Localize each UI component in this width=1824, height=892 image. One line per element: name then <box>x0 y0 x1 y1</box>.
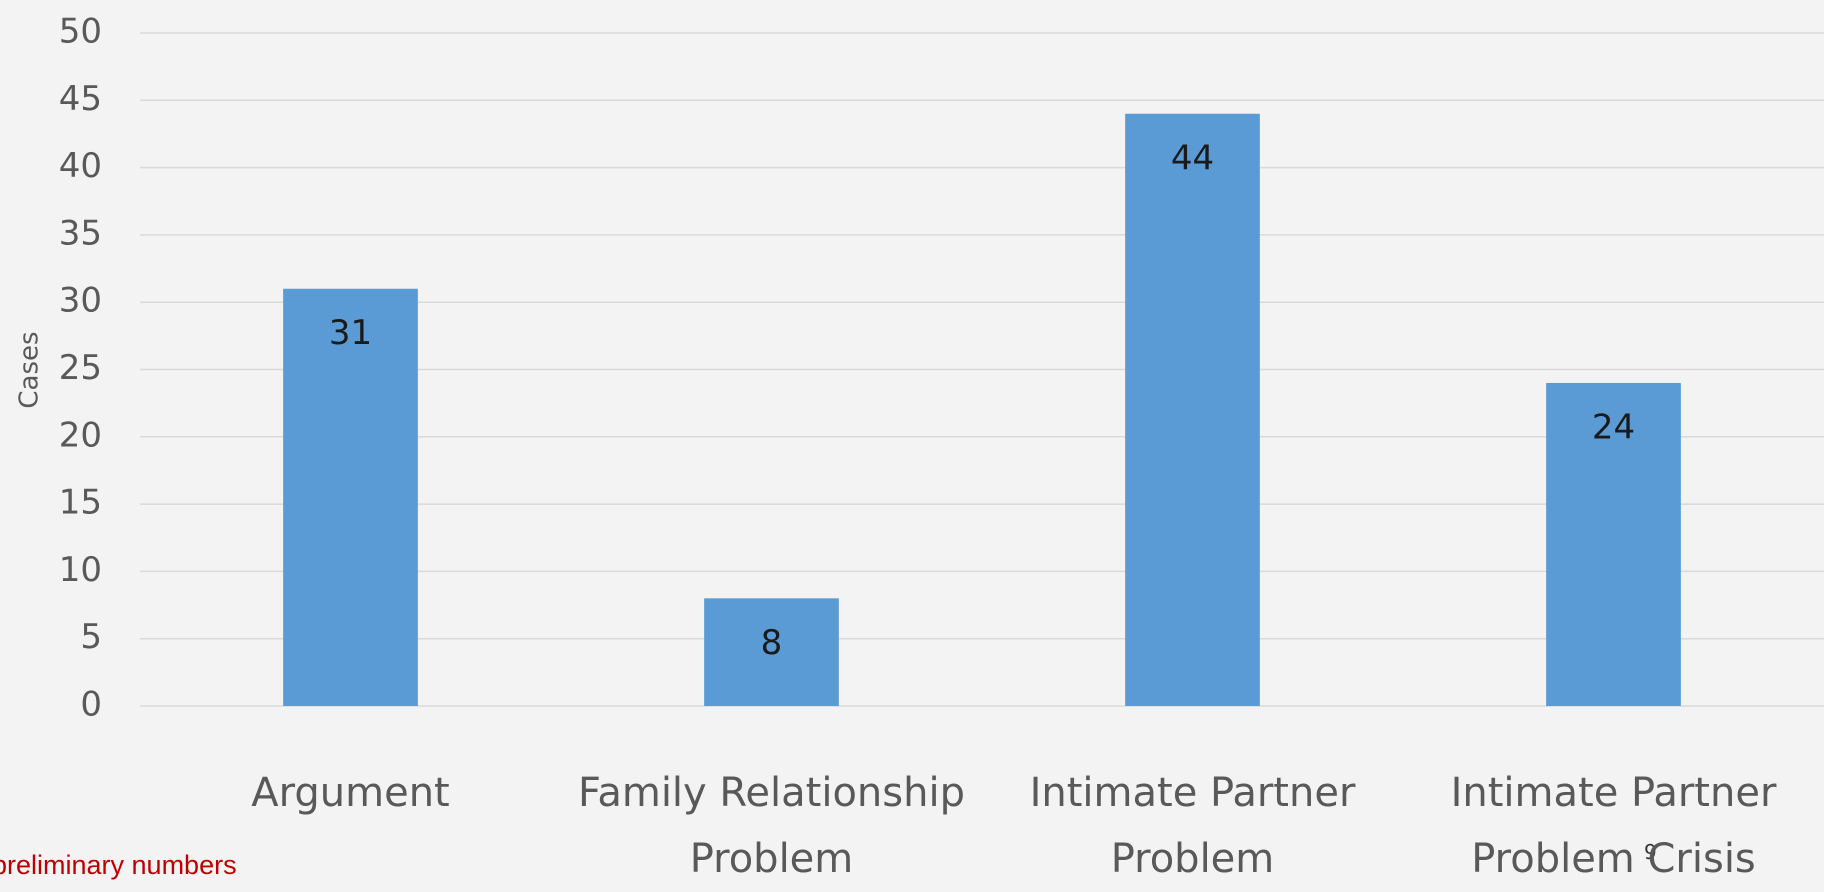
y-tick-label: 40 <box>59 146 102 186</box>
bar <box>1546 382 1681 706</box>
x-tick-label: Argument <box>251 770 450 816</box>
x-tick-label: Family Relationship Problem <box>578 770 965 882</box>
y-tick-label: 30 <box>59 281 102 321</box>
data-label: 44 <box>1171 138 1214 178</box>
bar <box>1125 113 1260 706</box>
y-tick-label: 15 <box>59 483 102 523</box>
y-tick-label: 20 <box>59 415 102 455</box>
y-axis-label: Cases <box>15 331 45 408</box>
y-tick-label: 0 <box>80 685 102 725</box>
y-tick-label: 5 <box>80 617 102 657</box>
slide-number: 9 <box>1644 840 1657 864</box>
bar <box>283 288 418 706</box>
data-label: 8 <box>761 623 783 663</box>
y-tick-label: 35 <box>59 213 102 253</box>
y-tick-label: 10 <box>59 550 102 590</box>
y-tick-label: 45 <box>59 79 102 119</box>
data-label: 31 <box>329 313 372 353</box>
footnote: preliminary numbers <box>0 850 237 880</box>
data-label: 24 <box>1592 407 1635 447</box>
x-tick-label: Intimate Partner Problem <box>1029 770 1356 882</box>
y-tick-label: 50 <box>59 12 102 52</box>
y-tick-label: 25 <box>59 348 102 388</box>
x-tick-label: Intimate Partner Problem Crisis <box>1450 770 1777 882</box>
bar <box>704 598 839 706</box>
